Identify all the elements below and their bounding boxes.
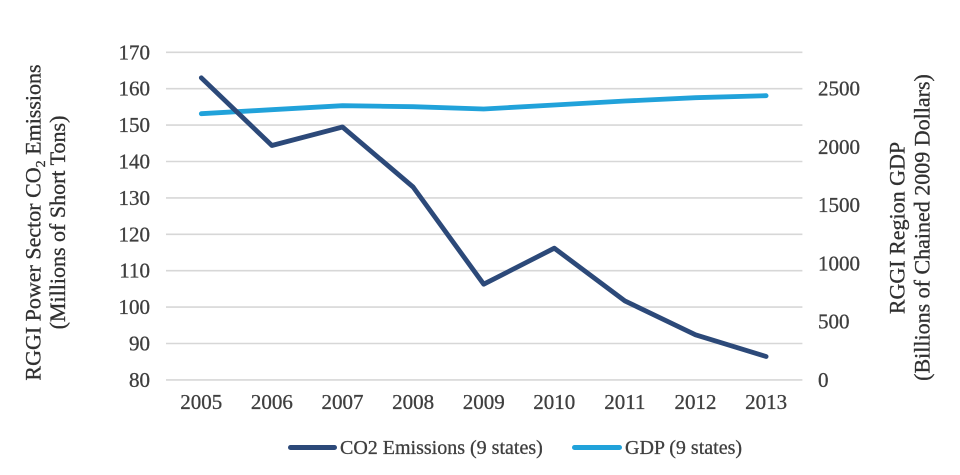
svg-text:2008: 2008 — [392, 390, 434, 414]
svg-text:100: 100 — [119, 295, 151, 319]
svg-text:2013: 2013 — [745, 390, 787, 414]
svg-text:110: 110 — [119, 259, 150, 283]
svg-text:2012: 2012 — [675, 390, 717, 414]
svg-text:130: 130 — [119, 186, 151, 210]
svg-text:120: 120 — [119, 222, 151, 246]
svg-text:2009: 2009 — [463, 390, 505, 414]
svg-text:2007: 2007 — [322, 390, 364, 414]
svg-text:1500: 1500 — [818, 193, 860, 217]
svg-text:2500: 2500 — [818, 77, 860, 101]
svg-text:160: 160 — [119, 77, 151, 101]
svg-text:500: 500 — [818, 310, 850, 334]
svg-text:80: 80 — [129, 368, 150, 392]
svg-text:2011: 2011 — [604, 390, 645, 414]
svg-text:GDP (9 states): GDP (9 states) — [625, 437, 742, 459]
svg-text:2005: 2005 — [180, 390, 222, 414]
svg-text:1000: 1000 — [818, 251, 860, 275]
svg-text:(Millions of Short Tons): (Millions of Short Tons) — [45, 116, 70, 330]
svg-text:(Billions of Chained 2009 Doll: (Billions of Chained 2009 Dollars) — [910, 74, 935, 381]
svg-text:170: 170 — [119, 40, 151, 64]
svg-text:2000: 2000 — [818, 135, 860, 159]
svg-text:CO2 Emissions (9 states): CO2 Emissions (9 states) — [340, 437, 543, 459]
svg-text:140: 140 — [119, 150, 151, 174]
svg-text:RGGI Power Sector CO2 Emission: RGGI Power Sector CO2 Emissions — [21, 64, 50, 380]
svg-text:0: 0 — [818, 368, 829, 392]
svg-text:2006: 2006 — [251, 390, 293, 414]
svg-text:RGGI Region GDP: RGGI Region GDP — [885, 142, 910, 314]
svg-text:2010: 2010 — [533, 390, 575, 414]
svg-text:150: 150 — [119, 113, 151, 137]
svg-text:90: 90 — [129, 332, 150, 356]
